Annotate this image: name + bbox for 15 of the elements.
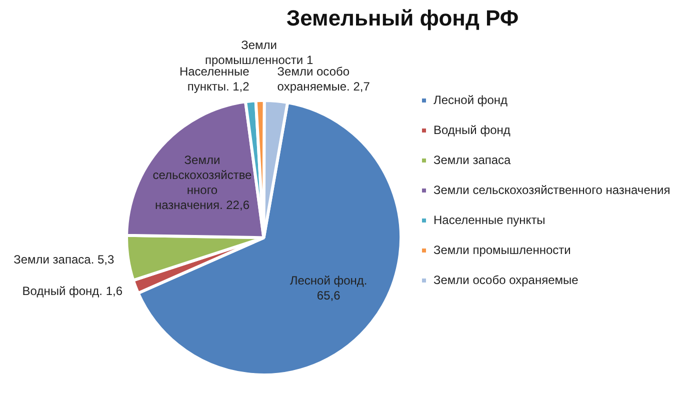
data-label: Водный фонд. 1,6 bbox=[22, 284, 123, 298]
chart-title: Земельный фонд РФ bbox=[286, 5, 519, 30]
data-label: Населенные пункты. 1,2 bbox=[179, 64, 250, 94]
data-label: Лесной фонд. 65,6 bbox=[290, 273, 368, 302]
data-label: Земли запаса. 5,3 bbox=[14, 252, 114, 266]
legend-label: Земли запаса bbox=[434, 152, 512, 167]
data-label: Земли сельскохозяйственного назначения. 22,6 bbox=[152, 152, 252, 212]
legend-label: Лесной фонд bbox=[434, 92, 508, 107]
legend-label: Земли особо охраняемые bbox=[434, 272, 579, 287]
data-label: Земли промышленности 1 bbox=[204, 38, 314, 67]
legend-label: Водный фонд bbox=[434, 122, 510, 137]
legend-label: Земли сельскохозяйственного назначения bbox=[434, 182, 670, 197]
legend-label: Населенные пункты bbox=[434, 212, 546, 227]
data-label: Земли особо охраняемые. 2,7 bbox=[277, 64, 370, 94]
legend-label: Земли промышленности bbox=[434, 242, 571, 257]
